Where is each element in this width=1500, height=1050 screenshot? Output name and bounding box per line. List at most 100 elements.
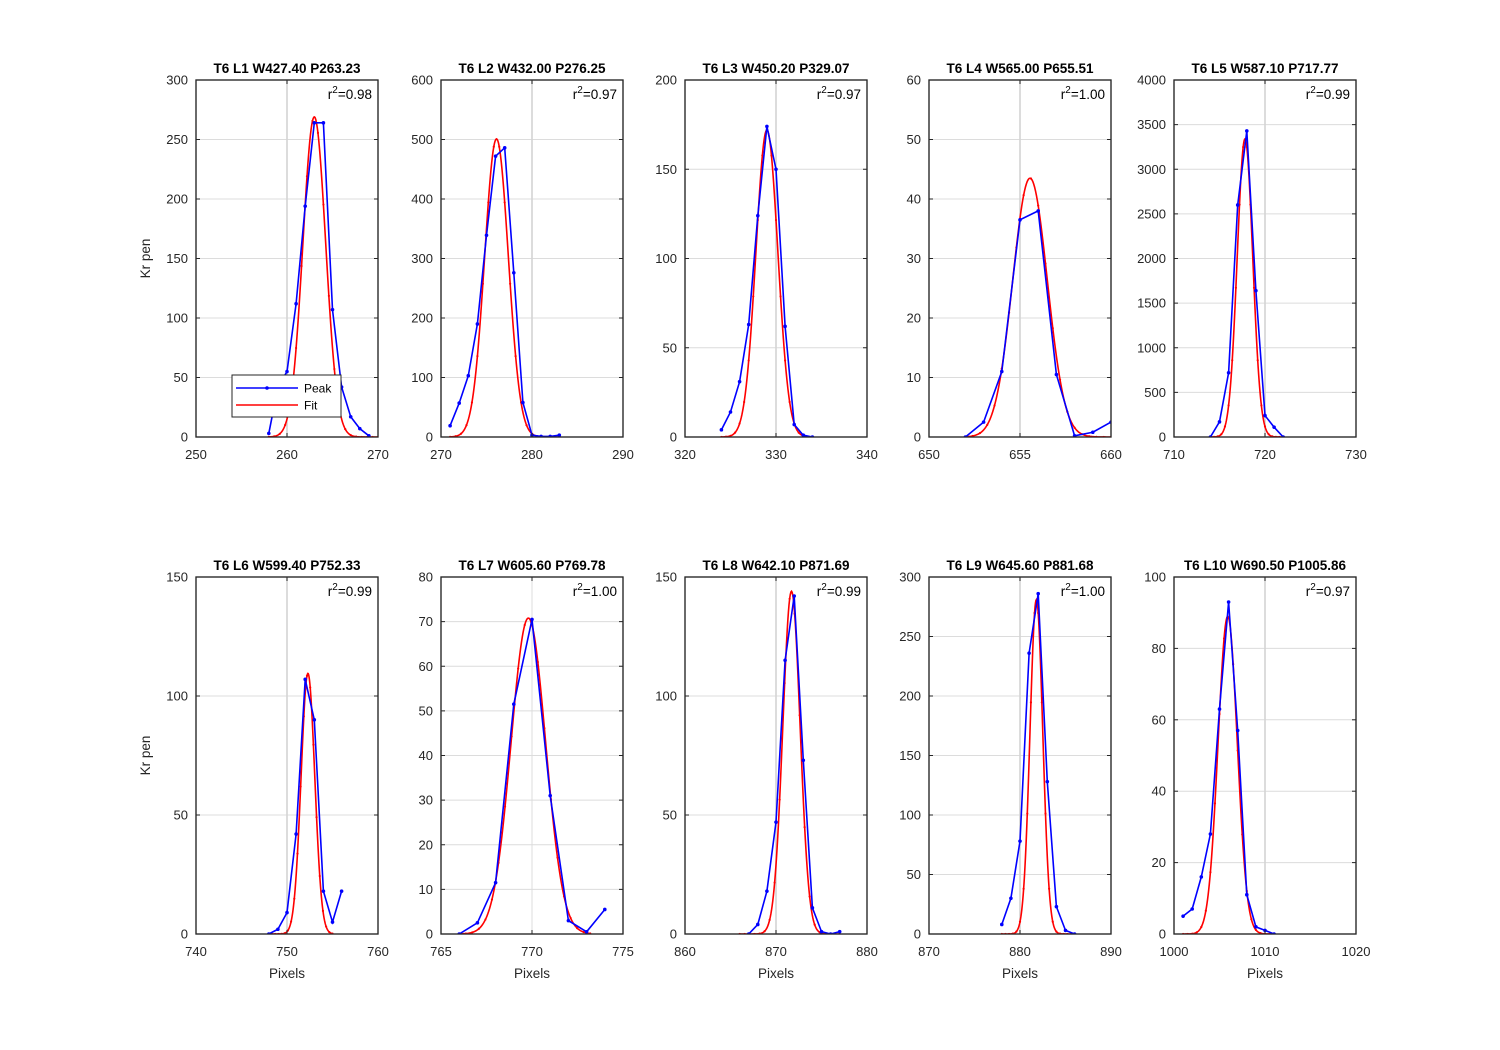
fit-point xyxy=(536,660,539,664)
subplot-title: T6 L1 W427.40 P263.23 xyxy=(213,61,361,76)
fit-point xyxy=(333,367,336,371)
fit-point xyxy=(1022,194,1025,197)
x-tick-label: 710 xyxy=(1163,447,1185,462)
fit-point xyxy=(327,294,330,298)
peak-point xyxy=(267,431,271,436)
r-symbol: r xyxy=(817,584,822,599)
fit-point xyxy=(318,874,321,878)
y-tick-label: 40 xyxy=(419,748,433,763)
peak-point xyxy=(358,426,362,431)
fit-point xyxy=(465,424,468,427)
y-tick-label: 150 xyxy=(899,748,921,763)
y-tick-label: 50 xyxy=(907,132,921,147)
fit-point xyxy=(763,930,766,933)
peak-point xyxy=(1235,203,1240,207)
fit-point xyxy=(1029,177,1033,180)
subplot-9: 870 880 890 0 50 100 150 200 250 300 T6 L9 W645.60… xyxy=(899,558,1122,981)
y-tick-label: 0 xyxy=(670,430,677,445)
x-tick-label: 650 xyxy=(918,447,940,462)
x-tick-label: 750 xyxy=(276,944,298,959)
y-tick-label: 100 xyxy=(166,689,188,704)
peak-point xyxy=(1045,779,1050,784)
x-axis-title: Pixels xyxy=(1247,966,1283,981)
peak-point xyxy=(321,121,326,125)
fit-point xyxy=(1048,887,1051,890)
peak-point xyxy=(1054,904,1059,909)
equals-sign: = xyxy=(1071,584,1079,599)
subplot-title: T6 L4 W565.00 P655.51 xyxy=(946,61,1094,76)
y-tick-label: 100 xyxy=(1144,570,1166,585)
peak-point xyxy=(466,373,471,378)
r-symbol: r xyxy=(328,584,333,599)
fit-point xyxy=(738,422,741,425)
fit-point xyxy=(517,667,520,670)
fit-point xyxy=(978,431,982,435)
fit-point xyxy=(471,931,474,934)
fit-point xyxy=(315,816,318,819)
peak-point xyxy=(756,922,760,927)
peak-point xyxy=(783,658,787,663)
r-squared-value: 0.99 xyxy=(346,584,372,599)
y-tick-label: 20 xyxy=(1152,855,1166,870)
y-tick-label: 0 xyxy=(914,430,921,445)
y-tick-label: 50 xyxy=(663,340,677,355)
subplot-3: 320 330 340 0 50 100 150 200 T6 L3 W450.20 P329.… xyxy=(655,61,878,462)
fit-point xyxy=(295,346,298,350)
peak-point xyxy=(1226,370,1231,375)
y-tick-label: 150 xyxy=(655,570,677,585)
fit-point xyxy=(1263,425,1267,428)
fit-point xyxy=(1044,262,1047,265)
y-tick-label: 1500 xyxy=(1137,296,1166,311)
r-squared-value: 0.99 xyxy=(835,584,861,599)
r-squared-label: r2=0.97 xyxy=(817,85,861,102)
fit-point xyxy=(1227,404,1230,407)
y-tick-label: 10 xyxy=(419,882,433,897)
peak-point xyxy=(530,617,534,622)
legend-marker xyxy=(265,386,269,390)
y-tick-label: 20 xyxy=(419,837,433,852)
fit-point xyxy=(484,918,487,921)
fit-point xyxy=(1040,701,1043,704)
fit-point xyxy=(1260,404,1263,407)
fit-point xyxy=(1242,145,1245,149)
peak-point xyxy=(1054,372,1059,377)
peak-point xyxy=(1072,434,1077,437)
fit-point xyxy=(1250,918,1253,921)
fit-point xyxy=(1213,802,1217,805)
y-tick-label: 300 xyxy=(899,570,921,585)
fit-point xyxy=(1209,871,1212,874)
x-tick-label: 340 xyxy=(856,447,878,462)
peak-point xyxy=(1000,922,1004,927)
y-tick-label: 300 xyxy=(411,251,433,266)
peak-point xyxy=(557,433,562,437)
fit-point xyxy=(344,427,347,431)
peak-point xyxy=(1091,430,1095,435)
fit-point xyxy=(1022,887,1025,890)
fit-point xyxy=(1195,931,1198,934)
fit-point xyxy=(556,856,559,859)
superscript-2: 2 xyxy=(821,582,827,593)
subplot-6: 740 750 760 0 50 100 150 T6 L6 W599.40 P752.33 r… xyxy=(138,558,389,981)
r-squared-value: 0.97 xyxy=(591,87,617,102)
peak-point xyxy=(1018,839,1022,843)
peak-point xyxy=(321,889,326,893)
x-axis-title: Pixels xyxy=(514,966,550,981)
x-tick-label: 270 xyxy=(367,447,389,462)
peak-point xyxy=(1018,218,1022,222)
y-tick-label: 0 xyxy=(181,430,188,445)
peak-point xyxy=(512,702,516,706)
y-tick-label: 200 xyxy=(655,73,677,88)
x-tick-label: 720 xyxy=(1254,447,1276,462)
subplot-5: 710 720 730 0 500 1000 1500 2000 2500 3000 3500 400… xyxy=(1137,61,1367,462)
r-squared-label: r2=0.99 xyxy=(1306,85,1350,102)
peak-point xyxy=(548,793,552,798)
subplot-title: T6 L7 W605.60 P769.78 xyxy=(458,558,606,573)
peak-point xyxy=(1254,925,1258,929)
peak-point xyxy=(1272,425,1276,429)
fit-point xyxy=(328,930,331,934)
peak-point xyxy=(484,233,489,238)
y-tick-label: 0 xyxy=(670,927,677,942)
peak-point xyxy=(285,910,289,915)
fit-point xyxy=(523,623,526,627)
peak-point xyxy=(285,369,289,374)
